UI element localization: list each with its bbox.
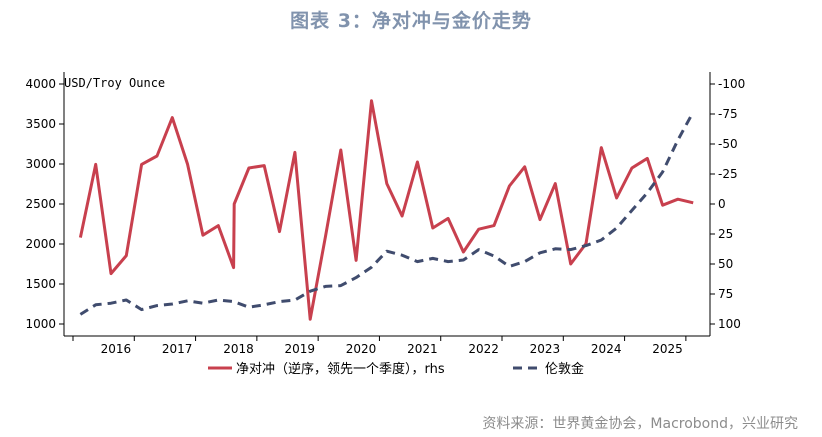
x-tick-label: 2019 (284, 342, 315, 356)
x-tick-label: 2025 (652, 342, 683, 356)
left-tick-label: 2000 (25, 237, 56, 251)
right-tick-label: 0 (718, 197, 726, 211)
right-tick-label: -75 (718, 107, 738, 121)
series-line-hedge (78, 99, 694, 321)
source-note: 资料来源：世界黄金协会，Macrobond，兴业研究 (482, 416, 798, 432)
left-tick-label: 1500 (25, 277, 56, 291)
right-tick-label: 75 (718, 287, 733, 301)
left-tick-label: 4000 (25, 77, 56, 91)
left-axis: 1000 1500 2000 2500 3000 3500 4000 (25, 77, 64, 331)
x-tick-label: 2021 (407, 342, 438, 356)
legend-label-hedge: 净对冲（逆序，领先一个季度），rhs (236, 361, 445, 377)
legend-label-gold: 伦敦金 (545, 361, 584, 377)
left-tick-label: 3500 (25, 117, 56, 131)
x-tick-label: 2022 (468, 342, 499, 356)
x-tick-label: 2017 (162, 342, 193, 356)
left-tick-label: 3000 (25, 157, 56, 171)
left-tick-label: 2500 (25, 197, 56, 211)
legend: 净对冲（逆序，领先一个季度），rhs 伦敦金 (208, 361, 584, 377)
chart-title: 图表 3：净对冲与金价走势 (290, 10, 532, 32)
plot-frame (63, 72, 711, 337)
right-tick-label: 100 (718, 317, 741, 331)
right-tick-label: -25 (718, 167, 738, 181)
left-axis-label: USD/Troy Ounce (64, 76, 165, 90)
x-tick-label: 2018 (223, 342, 254, 356)
right-tick-label: 25 (718, 227, 733, 241)
x-tick-label: 2016 (101, 342, 132, 356)
series-line-gold (79, 111, 695, 316)
right-tick-label: -50 (718, 137, 738, 151)
right-tick-label: -100 (718, 77, 745, 91)
right-tick-label: 50 (718, 257, 733, 271)
x-tick-label: 2023 (530, 342, 561, 356)
left-tick-label: 1000 (25, 317, 56, 331)
series-layer (78, 99, 695, 321)
x-axis: 2016 2017 2018 2019 2020 2021 2022 2023 2024 2025 (72, 336, 687, 356)
x-tick-label: 2020 (346, 342, 377, 356)
x-tick-label: 2024 (591, 342, 622, 356)
right-axis: 100 75 50 25 0 -25 -50 -75 -100 (710, 77, 745, 331)
